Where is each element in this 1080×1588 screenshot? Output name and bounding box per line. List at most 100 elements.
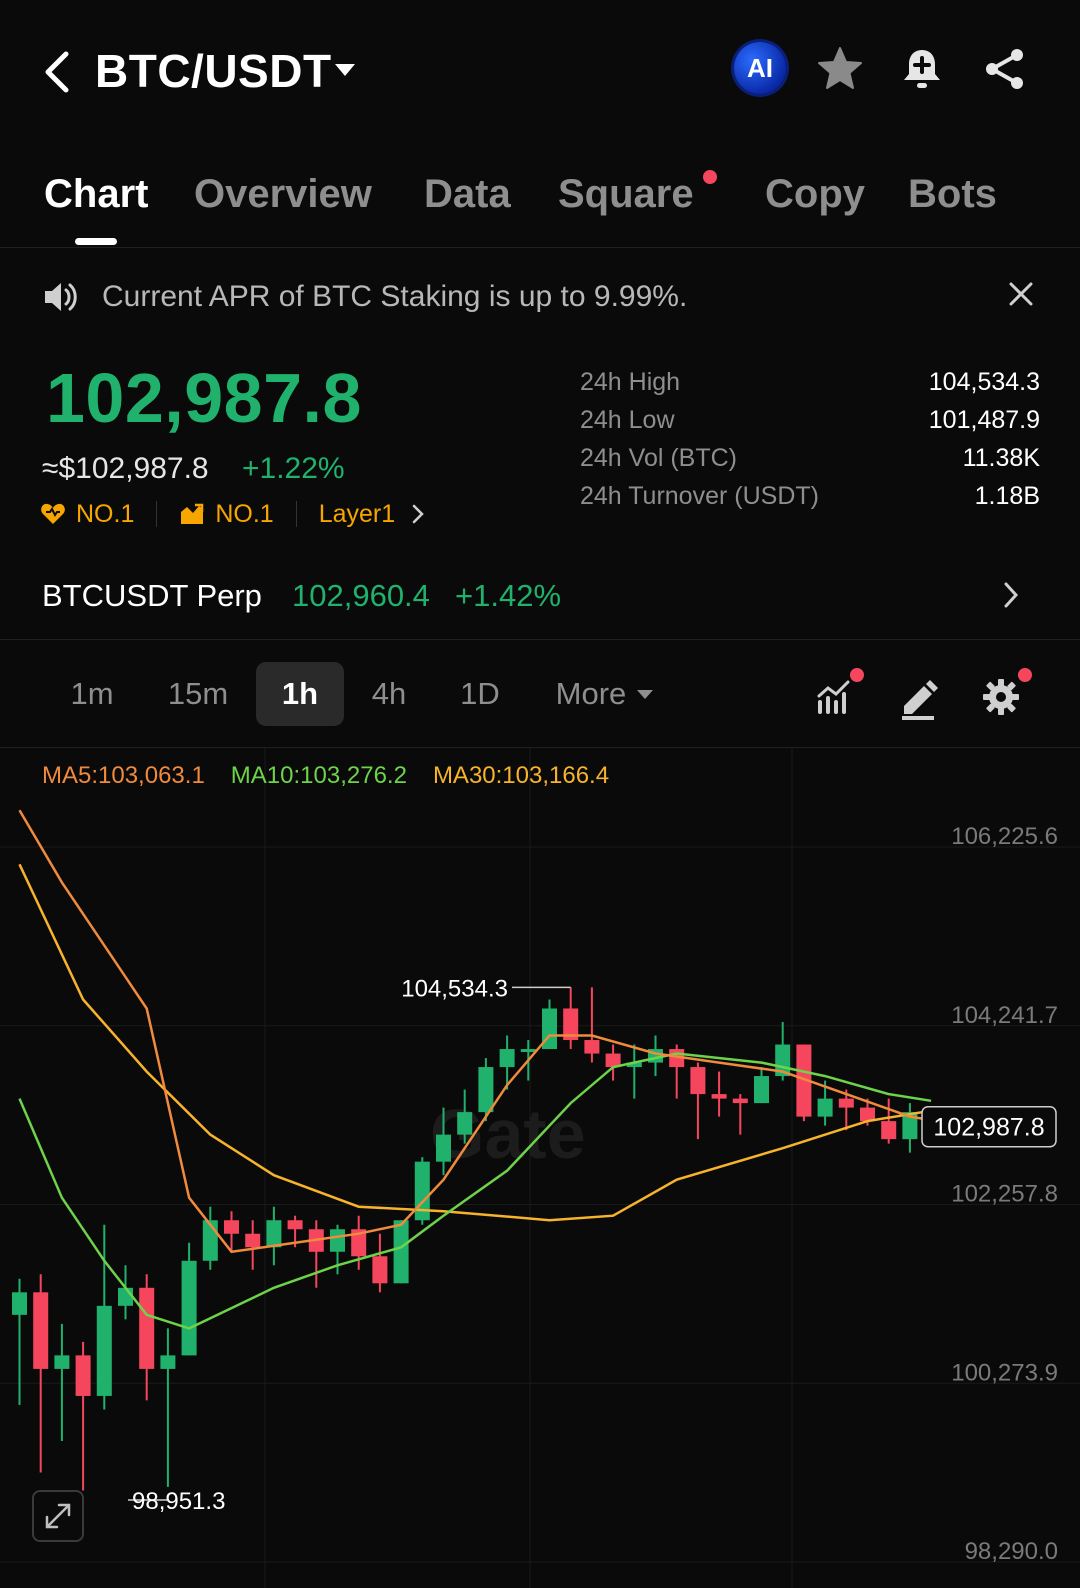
candle-body <box>838 1098 854 1108</box>
tab-square[interactable]: Square <box>558 172 694 216</box>
tag-gainer-label: NO.1 <box>215 499 274 528</box>
candle-body <box>351 1229 367 1257</box>
heart-icon <box>40 502 66 526</box>
interval-more[interactable]: More <box>540 662 670 726</box>
expand-icon[interactable] <box>32 1490 84 1542</box>
ma30-line <box>18 863 932 1222</box>
interval-1d[interactable]: 1D <box>460 676 500 711</box>
divider <box>156 501 158 527</box>
stat-value: 101,487.9 <box>928 406 1040 434</box>
stat-value: 1.18B <box>974 482 1040 510</box>
last-price-tag <box>921 1105 1057 1148</box>
candle-body <box>266 1220 282 1248</box>
candle-body <box>605 1053 621 1068</box>
ma-legend: MA5:103,063.1 MA10:103,276.2 MA30:103,16… <box>42 762 609 790</box>
tab-bar: Chart Overview Data Square Copy Bots <box>0 160 1080 248</box>
y-axis-tick-label: 100,273.9 <box>951 1359 1058 1386</box>
ma10-line <box>18 1052 932 1330</box>
stat-row: 24h Low 101,487.9 <box>580 406 1040 444</box>
tag-gainer[interactable]: NO.1 <box>179 499 274 529</box>
active-tab-indicator <box>75 238 117 245</box>
interval-more-label: More <box>555 676 627 711</box>
tag-popularity-label: NO.1 <box>76 499 135 528</box>
stat-label: 24h Turnover (USDT) <box>580 482 819 510</box>
low-price-label: 98,951.3 <box>132 1488 225 1515</box>
candlestick-chart[interactable]: Gate 106,225.6 104,241.7 102,257.8 100,273.9… <box>0 748 1080 1588</box>
perp-name: BTCUSDT Perp <box>42 578 262 613</box>
high-price-label: 104,534.3 <box>401 975 508 1002</box>
y-axis-tick-label: 102,257.8 <box>951 1181 1058 1208</box>
settings-gear-icon[interactable] <box>980 668 1032 722</box>
interval-1m[interactable]: 1m <box>70 676 114 711</box>
interval-1h[interactable]: 1h <box>256 662 344 726</box>
candle-body <box>478 1067 494 1113</box>
candle-body <box>732 1098 748 1104</box>
notification-dot <box>703 170 717 184</box>
ma30-label: MA30:103,166.4 <box>432 762 610 789</box>
interval-4h[interactable]: 4h <box>371 676 407 711</box>
tab-overview[interactable]: Overview <box>194 172 372 216</box>
trend-chart-icon <box>179 502 205 526</box>
tag-popularity[interactable]: NO.1 <box>40 500 134 529</box>
watermark-text: Gate <box>430 1095 586 1173</box>
ma5-label: MA5:103,063.1 <box>42 762 205 789</box>
back-arrow-icon[interactable] <box>36 44 80 100</box>
tag-layer1-label: Layer1 <box>318 499 396 528</box>
pair-title[interactable]: BTC/USDT <box>95 45 332 97</box>
candle-body <box>626 1062 642 1068</box>
candle-body <box>54 1355 70 1369</box>
header: BTC/USDT AI <box>0 0 1080 140</box>
rank-tags: NO.1 NO.1 Layer1 <box>40 496 425 532</box>
candle-body <box>563 1008 579 1041</box>
speaker-icon <box>42 280 78 319</box>
candle-body <box>287 1220 303 1230</box>
candle-body <box>860 1107 875 1122</box>
candle-body <box>754 1076 769 1104</box>
stat-row: 24h High 104,534.3 <box>580 368 1040 406</box>
candle-body <box>12 1292 27 1315</box>
candle-body <box>160 1355 176 1369</box>
last-price: 102,987.8 <box>46 359 362 437</box>
indicators-icon[interactable] <box>816 668 866 722</box>
draw-pencil-icon[interactable] <box>898 672 948 722</box>
candle-body <box>584 1040 600 1054</box>
candle-body <box>245 1233 261 1248</box>
stat-row: 24h Turnover (USDT) 1.18B <box>580 482 1040 520</box>
bell-alert-icon[interactable] <box>897 44 947 94</box>
interval-15m[interactable]: 15m <box>167 676 229 711</box>
candle-body <box>393 1220 409 1284</box>
candle-body <box>33 1292 49 1369</box>
caret-down-icon[interactable] <box>334 62 356 83</box>
stat-value: 104,534.3 <box>928 368 1040 396</box>
chevron-right-icon <box>411 503 425 525</box>
share-icon[interactable] <box>980 44 1030 94</box>
y-axis-tick-label: 98,290.0 <box>965 1538 1058 1565</box>
notification-dot <box>850 668 864 682</box>
caret-down-icon <box>636 688 654 700</box>
tag-layer1[interactable]: Layer1 <box>319 500 425 529</box>
candle-body <box>690 1067 706 1095</box>
announcement-bar[interactable]: Current APR of BTC Staking is up to 9.99… <box>0 262 1080 332</box>
tab-bots[interactable]: Bots <box>908 172 997 216</box>
chevron-right-icon <box>1002 580 1020 615</box>
tab-copy[interactable]: Copy <box>765 172 865 216</box>
announcement-text: Current APR of BTC Staking is up to 9.99… <box>102 280 688 313</box>
last-price-tag-label: 102,987.8 <box>933 1114 1044 1142</box>
stat-label: 24h High <box>580 368 681 396</box>
stat-value: 11.38K <box>962 444 1040 472</box>
price-change: +1.22% <box>242 452 345 485</box>
ma10-label: MA10:103,276.2 <box>230 762 407 789</box>
notification-dot <box>1018 668 1032 682</box>
candle-body <box>499 1049 515 1068</box>
star-icon[interactable] <box>815 44 865 94</box>
divider <box>295 501 297 527</box>
ai-assistant-button[interactable]: AI <box>734 42 786 94</box>
candle-body <box>75 1355 91 1396</box>
tab-chart[interactable]: Chart <box>44 172 149 216</box>
tab-data[interactable]: Data <box>424 172 511 216</box>
perp-contract-row[interactable]: BTCUSDT Perp 102,960.4 +1.42% <box>0 562 1080 640</box>
close-icon[interactable] <box>1005 278 1037 315</box>
24h-stats: 24h High 104,534.3 24h Low 101,487.9 24h… <box>580 368 1040 520</box>
stat-label: 24h Low <box>580 406 675 434</box>
candle-body <box>372 1256 388 1284</box>
